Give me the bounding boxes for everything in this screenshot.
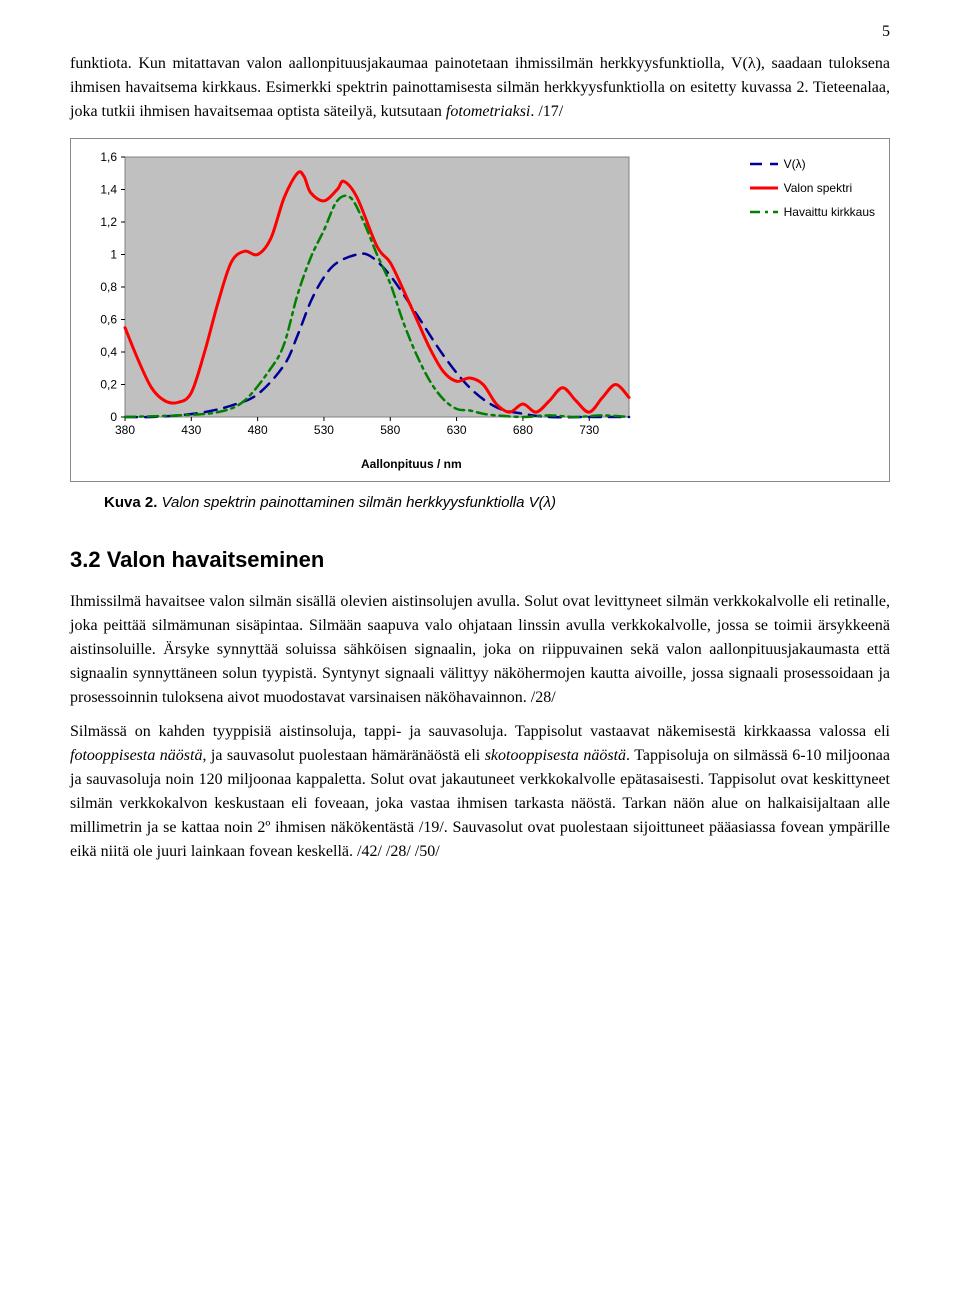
caption-text: Valon spektrin painottaminen silmän herk… xyxy=(157,494,556,511)
chart-svg: 0 0,2 0,4 0,6 0,8 1 1,2 1,4 1,6 380 430 480 530 580 63… xyxy=(85,151,635,441)
svg-text:1,2: 1,2 xyxy=(100,215,117,229)
chart-plot: 0 0,2 0,4 0,6 0,8 1 1,2 1,4 1,6 380 430 480 530 580 63… xyxy=(85,151,738,473)
legend-item: V(λ) xyxy=(750,155,875,173)
svg-text:0,2: 0,2 xyxy=(100,378,117,392)
svg-text:530: 530 xyxy=(314,423,334,437)
svg-text:0,4: 0,4 xyxy=(100,345,117,359)
svg-text:480: 480 xyxy=(248,423,268,437)
svg-text:1: 1 xyxy=(110,248,117,262)
legend-label: V(λ) xyxy=(784,155,806,173)
svg-text:380: 380 xyxy=(115,423,135,437)
x-axis-label: Aallonpituus / nm xyxy=(85,455,738,473)
p1-italic: fotometriaksi xyxy=(446,103,530,120)
paragraph-1: funktiota. Kun mitattavan valon aallonpi… xyxy=(70,52,890,124)
svg-text:0,6: 0,6 xyxy=(100,313,117,327)
svg-text:680: 680 xyxy=(513,423,533,437)
paragraph-2: Ihmissilmä havaitsee valon silmän sisäll… xyxy=(70,590,890,710)
svg-text:0,8: 0,8 xyxy=(100,280,117,294)
legend: V(λ) Valon spektri Havaittu kirkkaus xyxy=(738,151,875,221)
section-heading: 3.2 Valon havaitseminen xyxy=(70,543,890,576)
legend-item: Havaittu kirkkaus xyxy=(750,203,875,221)
svg-text:1,4: 1,4 xyxy=(100,183,117,197)
legend-label: Havaittu kirkkaus xyxy=(784,203,875,221)
svg-text:730: 730 xyxy=(579,423,599,437)
p3b: , ja sauvasolut puolestaan hämäränäöstä … xyxy=(202,747,484,764)
chart-container: 0 0,2 0,4 0,6 0,8 1 1,2 1,4 1,6 380 430 480 530 580 63… xyxy=(70,138,890,482)
figure-caption: Kuva 2. Valon spektrin painottaminen sil… xyxy=(104,492,890,515)
page-number: 5 xyxy=(70,20,890,44)
svg-text:1,6: 1,6 xyxy=(100,151,117,164)
p3a: Silmässä on kahden tyyppisiä aistinsoluj… xyxy=(70,723,890,740)
svg-text:580: 580 xyxy=(380,423,400,437)
legend-item: Valon spektri xyxy=(750,179,875,197)
p1-tail: . /17/ xyxy=(530,103,563,120)
paragraph-3: Silmässä on kahden tyyppisiä aistinsoluj… xyxy=(70,720,890,864)
caption-prefix: Kuva 2. xyxy=(104,494,157,511)
svg-text:430: 430 xyxy=(181,423,201,437)
legend-label: Valon spektri xyxy=(784,179,852,197)
p3-i1: fotooppisesta näöstä xyxy=(70,747,202,764)
svg-text:0: 0 xyxy=(110,410,117,424)
svg-text:630: 630 xyxy=(447,423,467,437)
p3-i2: skotooppisesta näöstä xyxy=(485,747,626,764)
